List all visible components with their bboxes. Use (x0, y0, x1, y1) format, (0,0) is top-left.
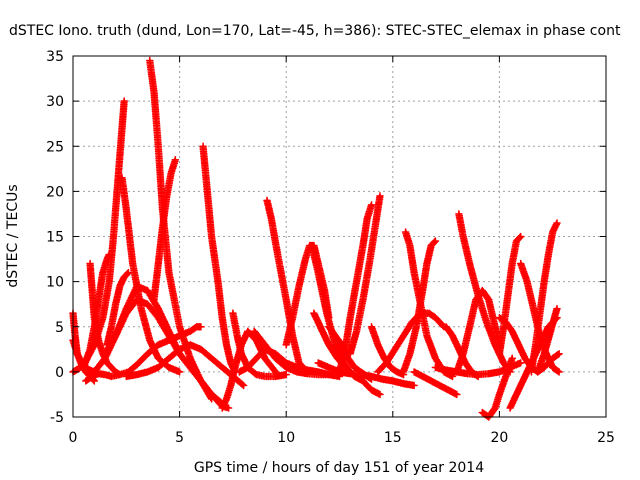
series-markers (346, 192, 384, 358)
series-markers (263, 196, 312, 376)
series-markers (495, 232, 525, 358)
series-markers (79, 250, 113, 372)
y-axis-label: dSTEC / TECUs (5, 184, 21, 287)
x-tick-label: 15 (384, 430, 402, 446)
x-tick-label: 10 (277, 430, 295, 446)
series-trace (335, 201, 376, 376)
series-markers (399, 237, 440, 376)
series-trace (478, 354, 516, 421)
series-markers (199, 142, 239, 376)
y-tick-label: 15 (46, 230, 64, 246)
series-trace (118, 174, 184, 376)
series-trace (410, 368, 461, 399)
series-trace (399, 237, 440, 376)
series-markers (103, 268, 133, 349)
series-markers (410, 368, 461, 399)
series-trace (103, 268, 133, 349)
y-tick-label: -5 (50, 410, 64, 426)
series-trace (150, 156, 180, 304)
series-layer (69, 56, 563, 421)
series-trace (79, 250, 113, 372)
series-trace (346, 192, 384, 358)
series-trace (453, 286, 504, 376)
series-trace (495, 232, 525, 358)
series-trace (534, 304, 561, 376)
series-markers (534, 304, 561, 376)
series-trace (527, 219, 561, 376)
series-markers (453, 286, 504, 376)
y-tick-label: 5 (55, 320, 64, 336)
series-trace (199, 142, 239, 376)
y-tick-label: 25 (46, 139, 64, 155)
series-trace (263, 196, 312, 376)
x-tick-label: 20 (490, 430, 508, 446)
y-tick-label: 20 (46, 184, 64, 200)
series-trace (455, 210, 514, 376)
y-tick-label: 10 (46, 275, 64, 291)
series-markers (478, 354, 516, 421)
series-markers (118, 174, 184, 376)
series-markers (455, 210, 514, 376)
series-markers (335, 201, 376, 376)
tick-layer: 0 5 10 15 20 25 -5 0 5 10 15 20 25 30 35 (46, 49, 615, 446)
x-tick-label: 5 (175, 430, 184, 446)
y-tick-label: 0 (55, 365, 64, 381)
x-tick-label: 0 (69, 430, 78, 446)
y-tick-label: 30 (46, 94, 64, 110)
x-axis-label: GPS time / hours of day 151 of year 2014 (194, 460, 484, 476)
series-trace (82, 323, 205, 385)
series-markers (527, 219, 561, 376)
x-tick-label: 25 (597, 430, 615, 446)
y-tick-label: 35 (46, 49, 64, 65)
series-markers (150, 156, 180, 304)
series-markers (82, 323, 205, 385)
chart-title: dSTEC Iono. truth (dund, Lon=170, Lat=-4… (9, 23, 621, 39)
